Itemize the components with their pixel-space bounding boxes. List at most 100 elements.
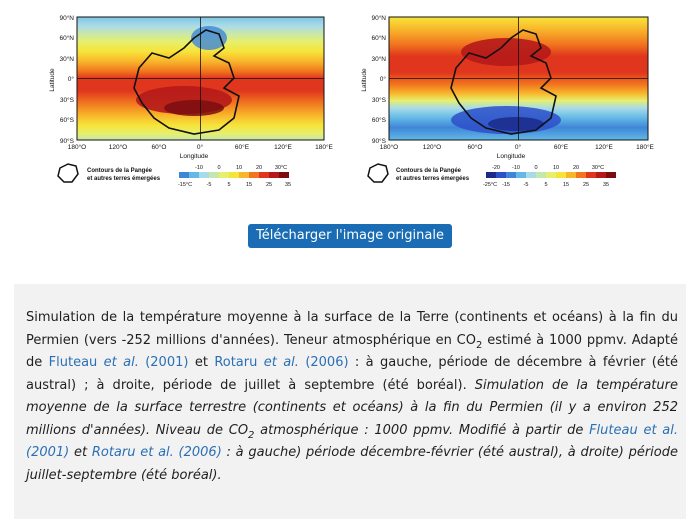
caption-italic-text: et — [69, 445, 92, 460]
left-x-axis-title: Longitude — [180, 153, 209, 160]
right-coldest-zone — [488, 117, 544, 131]
left-lat-label: 60°S — [60, 116, 75, 124]
left-lon-label: 60°O — [152, 143, 167, 151]
left-lon-label: 120°O — [109, 143, 128, 151]
right-scale-top-label: 0 — [534, 165, 537, 171]
right-scale-swatch — [596, 172, 606, 178]
right-lat-label: 0° — [380, 75, 387, 83]
left-scale-swatch — [219, 172, 229, 178]
left-scale-swatch — [189, 172, 199, 178]
right-lon-labels: 180°O 120°O 60°O 0° 60°E 120°E 180°E — [380, 143, 655, 151]
link-rotaru-2006-italic[interactable]: Rotaru et al. (2006) — [91, 445, 222, 460]
link-text: (2006) — [298, 355, 349, 370]
caption-italic-text: : à gauche) période décembre-février (ét… — [26, 445, 678, 483]
left-lat-label: 90°S — [60, 137, 75, 145]
right-scale-swatch — [586, 172, 596, 178]
right-lat-label: 30°N — [371, 55, 386, 63]
right-scale-top-label: -20 — [492, 165, 500, 171]
left-legend-line2: et autres terres émergées — [87, 176, 161, 182]
left-map-frame — [76, 16, 325, 141]
left-scale-swatch — [269, 172, 279, 178]
link-text: Rotaru — [214, 355, 264, 370]
left-scale-top-labels: -10 0 10 20 30°C — [195, 165, 287, 171]
link-fluteau-2001-italic[interactable]: Fluteau et al. (2001) — [26, 422, 678, 461]
right-map-svg: 90°N 60°N 30°N 0° 30°S 60°S 90°S Latitud… — [361, 14, 655, 188]
right-lat-label: 30°S — [372, 96, 387, 104]
right-lon-label: 180°E — [636, 143, 654, 151]
left-color-scale — [179, 172, 289, 178]
left-legend-line1: Contours de la Pangée — [87, 168, 153, 174]
right-scale-bottom-label: 5 — [544, 182, 547, 188]
right-lon-label: 180°O — [380, 143, 399, 151]
right-temperature-map-figure: 90°N 60°N 30°N 0° 30°S 60°S 90°S Latitud… — [356, 8, 656, 188]
left-lat-label: 90°N — [59, 14, 74, 22]
left-scale-bottom-label: -5 — [207, 182, 212, 188]
right-scale-top-label: -10 — [512, 165, 520, 171]
right-pangea-outline — [450, 29, 557, 135]
right-lat-label: 60°N — [371, 34, 386, 42]
left-scale-top-label: 0 — [217, 165, 220, 171]
right-scale-bottom-label: -15 — [502, 182, 510, 188]
caption-text: Simulation de la température moyenne à l… — [26, 310, 678, 348]
right-lat-labels: 90°N 60°N 30°N 0° 30°S 60°S 90°S — [371, 14, 386, 145]
left-scale-bottom-labels: -15°C -5 5 15 25 35 — [178, 182, 291, 188]
left-temperature-map-figure: 90°N 60°N 30°N 0° 30°S 60°S 90°S Latitud… — [44, 8, 339, 188]
link-fluteau-2001[interactable]: Fluteau et al. (2001) — [49, 355, 189, 370]
link-rotaru-2006[interactable]: Rotaru et al. (2006) — [214, 355, 348, 370]
left-scale-swatch — [199, 172, 209, 178]
right-scale-bottom-label: -25°C — [483, 182, 497, 188]
right-scale-bottom-label: 15 — [563, 182, 569, 188]
caption-text: et — [188, 355, 215, 370]
left-scale-bottom-label: -15°C — [178, 182, 192, 188]
right-lon-label: 120°E — [595, 143, 613, 151]
left-scale-swatch — [229, 172, 239, 178]
right-scale-swatch — [496, 172, 506, 178]
left-scale-swatch — [259, 172, 269, 178]
left-cold-north-zone — [191, 26, 227, 50]
right-scale-swatch — [556, 172, 566, 178]
right-scale-top-label: 10 — [553, 165, 559, 171]
right-scale-swatch — [506, 172, 516, 178]
right-legend-line2: et autres terres émergées — [396, 176, 470, 182]
figure-caption: Simulation de la température moyenne à l… — [14, 284, 686, 519]
left-pangea-outline — [133, 29, 240, 135]
left-hottest-zone — [164, 100, 224, 116]
right-scale-swatch — [566, 172, 576, 178]
left-scale-top-label: 20 — [256, 165, 262, 171]
right-scale-top-labels: -20 -10 0 10 20 30°C — [492, 165, 604, 171]
left-lon-label: 0° — [197, 143, 204, 151]
caption-italic-text: Simulation de la température moyenne de … — [26, 377, 678, 438]
right-y-axis-title: Latitude — [361, 68, 368, 92]
caption-text: : à gauche, période de décembre à févrie… — [26, 355, 678, 393]
right-scale-swatch — [516, 172, 526, 178]
link-text: et al. — [263, 355, 299, 370]
right-scale-swatch — [576, 172, 586, 178]
caption-italic-text: atmosphérique : 1000 ppmv. Modifié à par… — [254, 422, 590, 438]
link-text: et al. — [103, 355, 139, 370]
right-map-frame — [388, 16, 649, 141]
right-x-axis-title: Longitude — [497, 153, 526, 160]
left-lat-label: 0° — [68, 75, 75, 83]
right-lon-label: 120°O — [423, 143, 442, 151]
right-hot-zone — [461, 38, 551, 66]
left-lat-label: 60°N — [59, 34, 74, 42]
right-lat-label: 90°S — [372, 137, 387, 145]
left-lon-label: 180°O — [68, 143, 87, 151]
right-scale-bottom-labels: -25°C -15 -5 5 15 25 35 — [483, 182, 609, 188]
left-scale-top-label: 30°C — [275, 165, 287, 171]
left-lat-label: 30°S — [60, 96, 75, 104]
left-scale-bottom-label: 15 — [246, 182, 252, 188]
left-scale-bottom-label: 25 — [266, 182, 272, 188]
right-scale-bottom-label: -5 — [524, 182, 529, 188]
right-legend-line1: Contours de la Pangée — [396, 168, 462, 174]
co2-subscript: 2 — [475, 339, 483, 351]
left-scale-bottom-label: 35 — [285, 182, 291, 188]
left-scale-swatch — [209, 172, 219, 178]
left-scale-swatch — [249, 172, 259, 178]
right-color-scale — [486, 172, 616, 178]
right-lat-label: 60°S — [372, 116, 387, 124]
caption-text: estimé à 1000 ppmv. Adapté de — [26, 332, 678, 371]
download-original-image-button[interactable]: Télécharger l'image originale — [248, 224, 452, 248]
right-scale-swatch — [546, 172, 556, 178]
left-y-axis-title: Latitude — [49, 68, 56, 92]
